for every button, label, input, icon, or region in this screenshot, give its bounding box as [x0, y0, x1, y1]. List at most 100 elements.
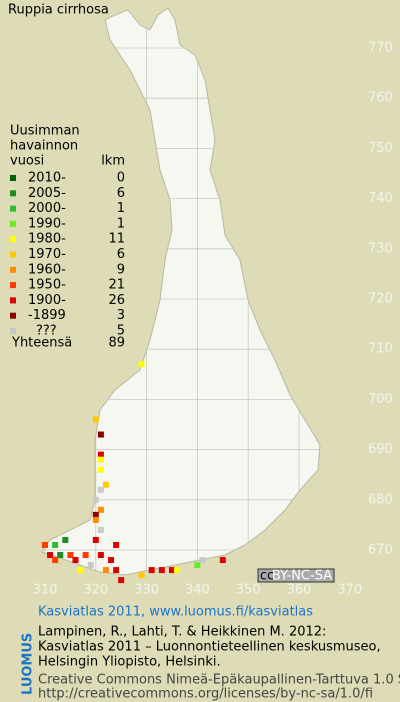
record-square: [158, 567, 165, 574]
x-grid-label: 370: [337, 583, 362, 598]
record-square: [102, 481, 109, 488]
legend-count: 5: [117, 324, 125, 339]
record-square: [52, 541, 59, 548]
legend-count: 6: [117, 247, 125, 262]
record-square: [102, 567, 109, 574]
record-square: [97, 506, 104, 513]
y-grid-label: 690: [368, 442, 393, 457]
record-square: [118, 577, 125, 584]
cc-badge: cc BY-NC-SA: [257, 568, 335, 584]
record-square: [97, 552, 104, 559]
legend-count: 9: [117, 262, 125, 277]
record-square: [169, 567, 175, 574]
record-square: [82, 552, 89, 559]
y-grid-label: 730: [368, 241, 393, 256]
y-grid-label: 700: [368, 392, 393, 407]
x-grid-label: 320: [83, 583, 108, 598]
y-grid-label: 750: [368, 141, 393, 156]
record-square: [113, 567, 120, 574]
legend-label: 1990-: [28, 216, 66, 231]
legend-label: 2005-: [28, 186, 66, 201]
record-square: [219, 557, 226, 564]
y-grid-label: 720: [368, 292, 393, 307]
record-square: [97, 456, 104, 463]
record-square: [174, 567, 181, 574]
legend-count: 6: [117, 186, 125, 201]
legend-total-label: Yhteensä: [11, 336, 72, 351]
legend-col-header: vuosi: [10, 154, 44, 169]
headline: Kasviatlas 2011, www.luomus.fi/kasviatla…: [38, 605, 313, 620]
citation: Kasviatlas 2011 – Luonnontieteellinen ke…: [38, 640, 381, 655]
license: Creative Commons Nimeä-Epäkaupallinen-Ta…: [38, 673, 400, 688]
record-square: [148, 567, 155, 574]
record-square: [92, 511, 99, 518]
legend-label: 1970-: [28, 247, 66, 262]
legend-swatch: [10, 266, 16, 273]
record-square: [47, 552, 54, 559]
record-square: [97, 526, 104, 533]
legend-label: 1960-: [28, 262, 66, 277]
record-square: [87, 562, 94, 569]
x-grid-label: 340: [185, 583, 210, 598]
record-square: [97, 431, 104, 438]
legend-count: 1: [117, 216, 125, 231]
legend-label: 2010-: [28, 171, 66, 186]
record-square: [92, 496, 99, 503]
y-grid-label: 760: [368, 91, 393, 106]
y-grid-label: 770: [368, 41, 393, 56]
legend-swatch: [10, 205, 16, 212]
y-grid-label: 680: [368, 492, 393, 507]
luomus-logo: LUOMUS: [21, 633, 36, 695]
legend-label: 2000-: [28, 201, 66, 216]
y-grid-label: 670: [368, 543, 393, 558]
record-square: [108, 557, 115, 564]
legend-count: 11: [108, 232, 125, 247]
legend-label: -1899: [28, 308, 66, 323]
legend-count: 3: [117, 308, 125, 323]
legend-label: 1900-: [28, 293, 66, 308]
record-square: [52, 557, 59, 564]
badge-text: BY-NC-SA: [272, 569, 332, 584]
record-square: [92, 536, 99, 543]
legend-count: 26: [108, 293, 125, 308]
legend-swatch: [10, 251, 16, 258]
citation: Lampinen, R., Lahti, T. & Heikkinen M. 2…: [38, 625, 326, 640]
legend-count: 21: [108, 278, 125, 293]
y-grid-label: 740: [368, 191, 393, 206]
legend-label: ???: [36, 324, 57, 339]
record-square: [138, 572, 145, 579]
records: [42, 361, 226, 584]
legend-label: 1980-: [28, 232, 66, 247]
legend-count: 0: [117, 171, 125, 186]
record-square: [92, 416, 99, 423]
legend-count: 1: [117, 201, 125, 216]
legend-swatch: [10, 190, 16, 197]
license: http://creativecommons.org/licenses/by-n…: [38, 687, 373, 702]
record-square: [194, 562, 201, 569]
x-grid-label: 310: [33, 583, 58, 598]
record-square: [97, 486, 104, 493]
legend-swatch: [10, 328, 16, 334]
legend-total: 89: [108, 336, 125, 351]
record-square: [67, 552, 74, 559]
legend-swatch: [10, 312, 16, 319]
species-title: Ruppia cirrhosa: [8, 3, 109, 18]
x-grid-label: 360: [287, 583, 312, 598]
legend-swatch: [10, 282, 16, 289]
record-square: [62, 536, 69, 543]
record-square: [92, 516, 99, 523]
record-square: [138, 361, 145, 368]
legend-label: 1950-: [28, 278, 66, 293]
legend-col-header: lkm: [101, 154, 125, 169]
badge-box: [257, 568, 335, 583]
record-square: [77, 567, 84, 574]
legend-swatch: [10, 236, 16, 243]
y-grid-label: 710: [368, 342, 393, 357]
legend-swatch: [10, 175, 16, 181]
record-square: [97, 466, 104, 473]
x-grid-label: 330: [134, 583, 159, 598]
legend-swatch: [10, 297, 16, 304]
record-square: [97, 451, 104, 458]
